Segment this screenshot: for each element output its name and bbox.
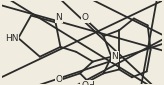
Text: N: N [56,13,62,22]
Text: O: O [82,13,89,22]
Text: O: O [82,81,89,85]
Text: N: N [111,52,118,61]
Text: HN: HN [5,34,18,43]
Text: O: O [55,75,62,84]
Text: OH: OH [81,81,95,85]
